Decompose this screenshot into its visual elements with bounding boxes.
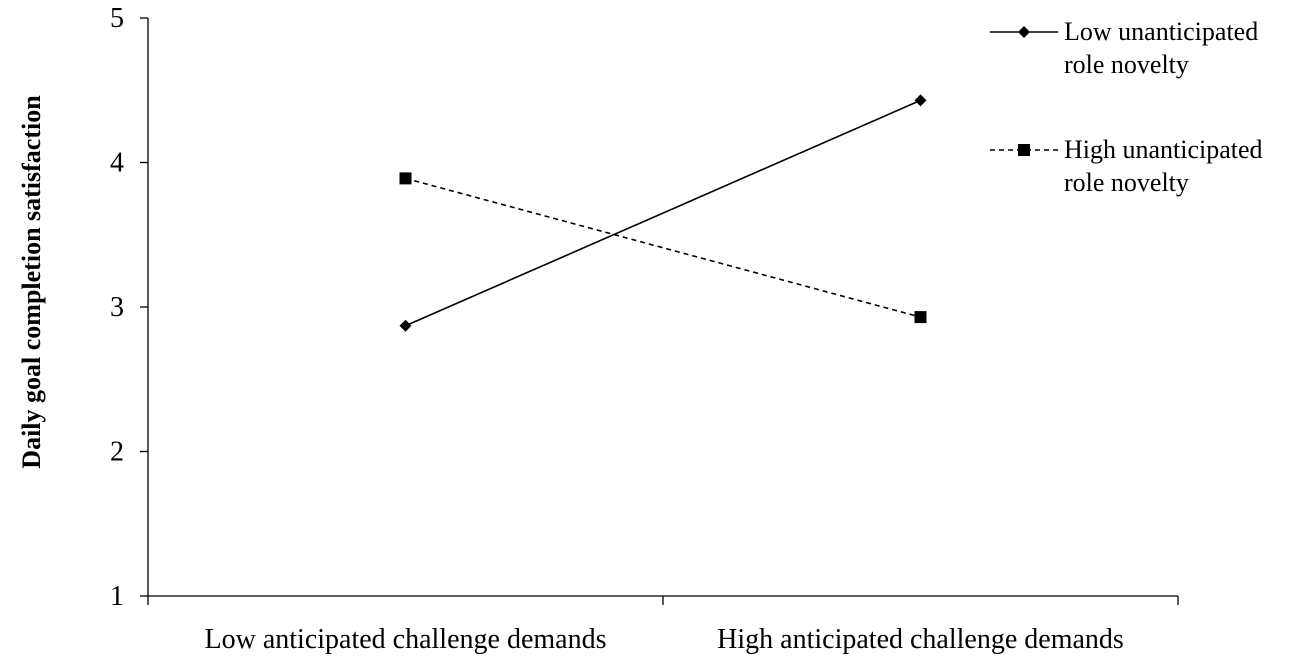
legend-label-0-0: Low unanticipated — [1064, 17, 1258, 46]
y-axis-title: Daily goal completion satisfaction — [17, 95, 46, 469]
legend-marker-0 — [1018, 26, 1030, 38]
legend-label-1-1: role novelty — [1064, 168, 1189, 197]
data-point-0-1 — [914, 94, 927, 107]
y-tick-label: 5 — [110, 3, 124, 34]
data-point-1-0 — [399, 172, 412, 185]
x-tick-label: High anticipated challenge demands — [717, 624, 1124, 655]
data-point-1-1 — [914, 311, 927, 324]
series-line-1 — [405, 177, 921, 318]
y-tick-label: 1 — [110, 581, 124, 612]
x-tick-label: Low anticipated challenge demands — [205, 624, 607, 655]
y-tick-label: 2 — [110, 437, 124, 468]
axes-layer: 1 2 3 4 5 Low anticipated challenge demands Hi… — [110, 3, 1179, 655]
data-point-0-0 — [399, 319, 412, 332]
legend-label-0-1: role novelty — [1064, 50, 1189, 79]
series-line-0 — [405, 99, 921, 327]
legend-label-1-0: High unanticipated — [1064, 135, 1263, 164]
legend-marker-1 — [1018, 144, 1030, 156]
legend: Low unanticipated role novelty High unanti… — [990, 17, 1263, 197]
series-layer — [399, 94, 927, 332]
y-tick-label: 3 — [110, 292, 124, 323]
y-tick-label: 4 — [110, 148, 124, 179]
